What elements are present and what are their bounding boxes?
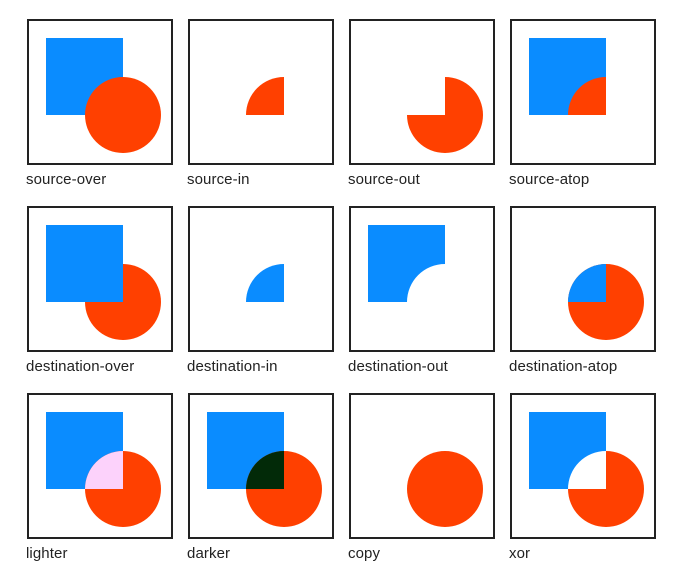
composite-label: destination-over (26, 358, 135, 375)
destination-square-overlap (568, 264, 606, 302)
composite-label: source-out (348, 171, 420, 188)
composite-label: lighter (26, 545, 68, 562)
composite-drawing (207, 412, 322, 527)
composite-canvas-xor (510, 393, 656, 539)
composite-drawing (46, 225, 161, 340)
composite-cell-destination-in: destination-in (187, 206, 334, 376)
composite-cell-source-atop: source-atop (509, 19, 656, 189)
composite-label: xor (509, 545, 531, 562)
composite-canvas-source-in (188, 19, 334, 165)
composite-cell-source-out: source-out (348, 19, 495, 189)
composite-cell-lighter: lighter (26, 393, 173, 563)
composite-cell-darker: darker (187, 393, 334, 563)
source-circle-overlap (246, 77, 284, 115)
composite-canvas-copy (349, 393, 495, 539)
composite-canvas-destination-in (188, 206, 334, 352)
composite-canvas-darker (188, 393, 334, 539)
composite-canvas-source-over (27, 19, 173, 165)
composite-canvas-destination-atop (510, 206, 656, 352)
composite-drawing (246, 264, 284, 302)
composite-drawing (407, 451, 483, 527)
composite-drawing (407, 77, 483, 153)
source-circle-outside (407, 77, 483, 153)
composite-label: source-over (26, 171, 107, 188)
composite-cell-destination-over: destination-over (26, 206, 173, 376)
composite-label: source-in (187, 171, 250, 188)
composite-cell-source-in: source-in (187, 19, 334, 189)
composite-label: darker (187, 545, 231, 562)
composite-label: destination-out (348, 358, 448, 375)
destination-square-outside (368, 225, 445, 302)
composite-cell-source-over: source-over (26, 19, 173, 189)
composite-label: source-atop (509, 171, 590, 188)
composite-cell-xor: xor (509, 393, 656, 563)
composite-cell-destination-out: destination-out (348, 206, 495, 376)
composite-drawing (568, 264, 644, 340)
source-circle (85, 77, 161, 153)
darker-overlap (246, 451, 284, 489)
composite-label: destination-in (187, 358, 278, 375)
composite-canvas-destination-out (349, 206, 495, 352)
composite-canvas-destination-over (27, 206, 173, 352)
composite-cell-destination-atop: destination-atop (509, 206, 656, 376)
composite-drawing (529, 38, 606, 115)
composite-canvas-lighter (27, 393, 173, 539)
composite-canvas-source-atop (510, 19, 656, 165)
source-circle (407, 451, 483, 527)
destination-square-outside (529, 412, 606, 489)
composite-drawing (368, 225, 445, 302)
composite-label: copy (348, 545, 381, 562)
source-circle-outside (568, 451, 644, 527)
composite-drawing (46, 38, 161, 153)
composite-cell-copy: copy (348, 393, 495, 563)
composite-canvas-source-out (349, 19, 495, 165)
destination-square (46, 225, 123, 302)
composite-drawing (529, 412, 644, 527)
composite-drawing (246, 77, 284, 115)
destination-square-overlap (246, 264, 284, 302)
composite-label: destination-atop (509, 358, 618, 375)
lighter-overlap (85, 451, 123, 489)
source-circle-overlap (568, 77, 606, 115)
composite-drawing (46, 412, 161, 527)
